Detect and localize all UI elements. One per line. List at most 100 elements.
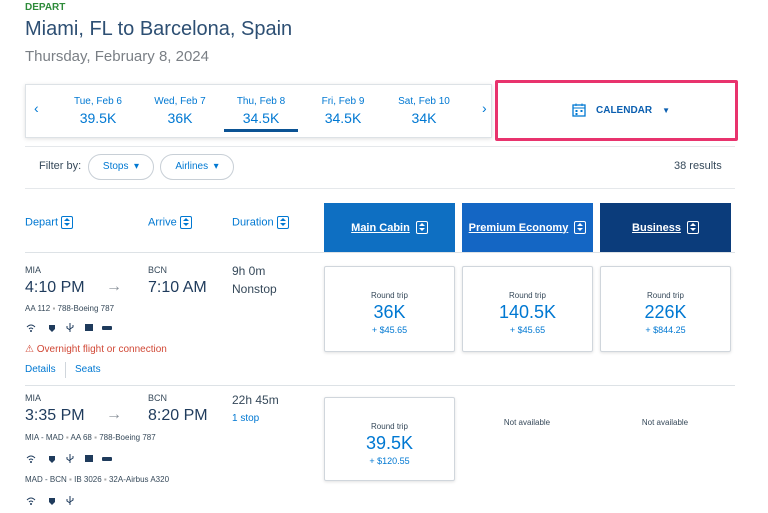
calendar-icon <box>572 103 586 117</box>
arrive-header: Arrive <box>148 216 177 229</box>
fare-fee: + $844.25 <box>645 325 686 335</box>
fare-fee: + $45.65 <box>371 325 408 335</box>
arrow: → <box>106 278 122 295</box>
calendar-button[interactable]: CALENDAR ▼ <box>572 103 670 117</box>
flight-number: AA 112 <box>25 304 51 313</box>
selected-underline <box>224 129 298 132</box>
details-link[interactable]: Details <box>25 364 56 375</box>
date-tab[interactable]: Thu, Feb 8 34.5K <box>221 96 301 126</box>
divider <box>25 385 735 386</box>
overnight-warning: ⚠ Overnight flight or connection <box>25 344 167 355</box>
stops-link[interactable]: 1 stop <box>232 413 260 424</box>
next-arrow[interactable]: › <box>482 100 487 116</box>
date-tab[interactable]: Wed, Feb 7 36K <box>140 96 220 126</box>
calendar-highlight <box>495 80 738 141</box>
fare-label: Round trip <box>371 291 408 300</box>
fare-label: Round trip <box>509 291 546 300</box>
tab-price: 34.5K <box>242 110 280 126</box>
date-tab[interactable]: Fri, Feb 9 34.5K <box>303 96 383 126</box>
aircraft: 788-Boeing 787 <box>57 304 115 313</box>
travel-date: Thursday, February 8, 2024 <box>25 48 209 65</box>
premium-header[interactable]: Premium Economy <box>462 203 593 252</box>
aircraft: 788-Boeing 787 <box>99 433 156 442</box>
amenity-icons <box>26 454 112 463</box>
route-leg: MIA - MAD <box>25 433 64 442</box>
tab-price: 36K <box>167 110 193 126</box>
stops-label: Stops <box>102 161 129 172</box>
fare-box[interactable]: Round trip 226K + $844.25 <box>600 266 731 352</box>
divider <box>25 252 735 253</box>
fare-price: 39.5K <box>365 433 414 453</box>
arrive-time: 8:20 PM <box>148 407 208 424</box>
date-tab[interactable]: Tue, Feb 6 39.5K <box>58 96 138 126</box>
tab-day: Tue, Feb 6 <box>74 96 122 107</box>
cabin-name: Main Cabin <box>351 221 410 234</box>
tab-price: 34K <box>411 110 437 126</box>
fare-price: 140.5K <box>498 302 557 322</box>
aircraft: 32A-Airbus A320 <box>108 475 170 484</box>
fare-box[interactable]: Round trip 39.5K + $120.55 <box>324 397 455 481</box>
sort-duration[interactable]: Duration <box>232 216 289 229</box>
fare-fee: + $120.55 <box>369 456 410 466</box>
flight-number: IB 3026 <box>74 475 102 484</box>
origin: MIA <box>25 393 42 403</box>
business-header[interactable]: Business <box>600 203 731 252</box>
sort-arrive[interactable]: Arrive <box>148 216 192 229</box>
not-available: Not available <box>641 418 689 427</box>
route-title: Miami, FL to Barcelona, Spain <box>25 18 293 40</box>
cabin-name: Business <box>632 221 681 234</box>
fare-label: Round trip <box>371 422 408 431</box>
amenity-icons <box>26 496 74 505</box>
destination: BCN <box>148 265 168 275</box>
fare-label: Round trip <box>647 291 684 300</box>
calendar-label: CALENDAR <box>596 104 653 116</box>
flight-number: AA 68 <box>70 433 92 442</box>
arrive-time: 7:10 AM <box>148 279 207 296</box>
origin: MIA <box>25 265 42 275</box>
tab-day: Thu, Feb 8 <box>236 96 286 107</box>
filter-bar <box>25 146 735 189</box>
date-strip <box>25 84 492 138</box>
date-tab[interactable]: Sat, Feb 10 34K <box>384 96 464 126</box>
tab-price: 34.5K <box>324 110 362 126</box>
sort-depart[interactable]: Depart <box>25 216 74 229</box>
results-count: 38 results <box>674 160 722 172</box>
tab-day: Fri, Feb 9 <box>321 96 365 107</box>
seats-link[interactable]: Seats <box>75 364 101 375</box>
prev-arrow[interactable]: ‹ <box>34 100 39 116</box>
cabin-name: Premium Economy <box>468 221 569 234</box>
link-divider <box>65 362 66 378</box>
tab-day: Wed, Feb 7 <box>154 96 206 107</box>
not-available: Not available <box>503 418 551 427</box>
amenity-icons <box>26 323 112 332</box>
tab-day: Sat, Feb 10 <box>398 96 450 107</box>
segment-info: MIA - MAD ▪ AA 68 ▪ 788-Boeing 787 <box>25 433 156 442</box>
fare-price: 36K <box>373 302 406 322</box>
segment-info: AA 112 ▪ 788-Boeing 787 <box>25 304 115 313</box>
dropdown-caret: ▼ <box>662 105 671 115</box>
duration: 22h 45m <box>232 393 279 407</box>
fare-box[interactable]: Round trip 36K + $45.65 <box>324 266 455 352</box>
airlines-label: Airlines <box>175 161 209 172</box>
airlines-filter[interactable]: Airlines ▾ <box>160 154 234 180</box>
duration-header: Duration <box>232 216 274 229</box>
route-leg: MAD - BCN <box>25 475 67 484</box>
depart-header: Depart <box>25 216 59 229</box>
fare-price: 226K <box>644 302 687 322</box>
arrow: → <box>106 406 122 423</box>
tab-price: 39.5K <box>79 110 117 126</box>
section-label: DEPART <box>25 2 66 13</box>
fare-box[interactable]: Round trip 140.5K + $45.65 <box>462 266 593 352</box>
depart-time: 3:35 PM <box>25 407 85 424</box>
fare-fee: + $45.65 <box>509 325 546 335</box>
stops-filter[interactable]: Stops ▾ <box>88 154 154 180</box>
depart-time: 4:10 PM <box>25 279 85 296</box>
destination: BCN <box>148 393 168 403</box>
stops: Nonstop <box>232 282 277 296</box>
warning-text: Overnight flight or connection <box>36 344 167 355</box>
filter-label: Filter by: <box>39 160 82 172</box>
main-cabin-header[interactable]: Main Cabin <box>324 203 455 252</box>
segment-info: MAD - BCN ▪ IB 3026 ▪ 32A-Airbus A320 <box>25 475 170 484</box>
duration: 9h 0m <box>232 264 266 278</box>
